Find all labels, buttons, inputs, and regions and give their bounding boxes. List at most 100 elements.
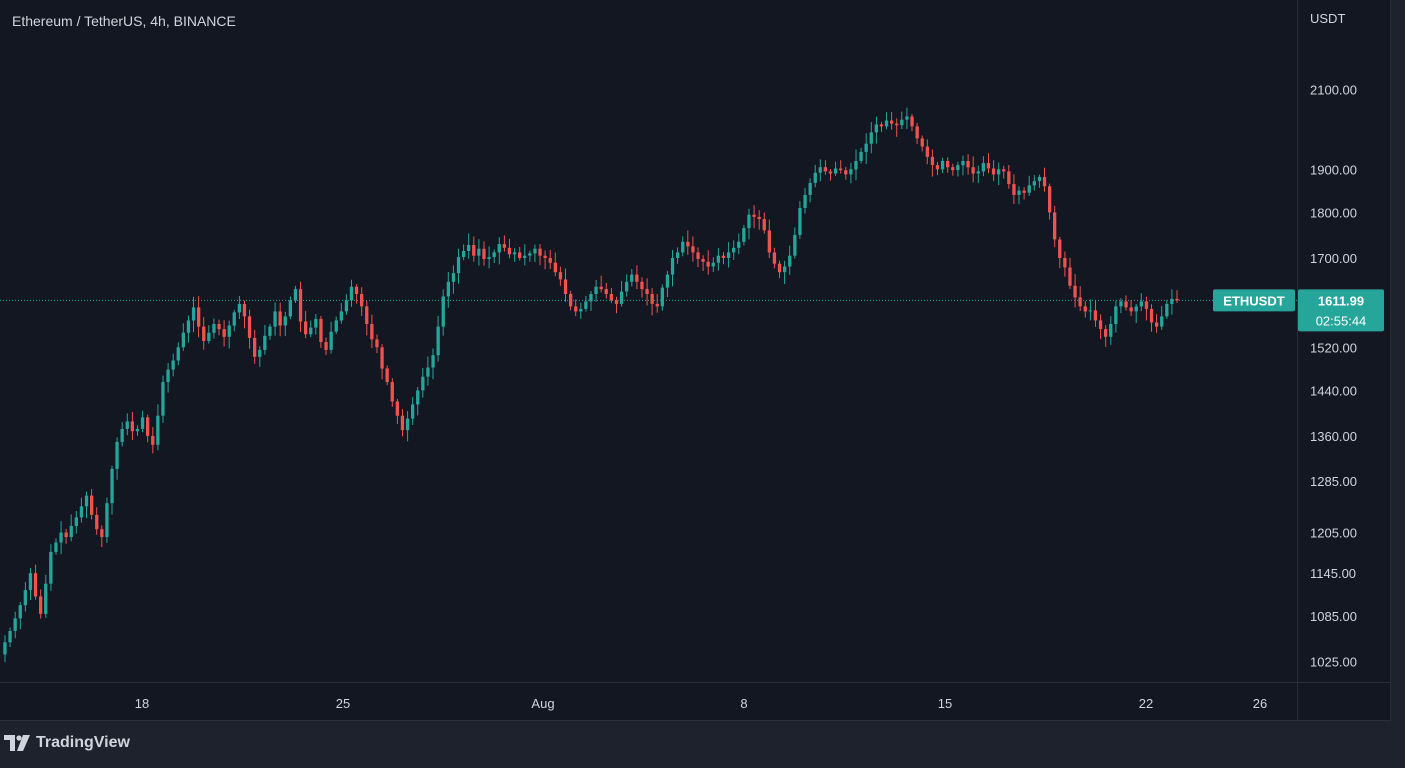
candle[interactable] (1058, 236, 1062, 268)
candle[interactable] (997, 162, 1001, 186)
candle[interactable] (13, 611, 17, 639)
candle[interactable] (395, 398, 399, 424)
candle[interactable] (385, 365, 389, 386)
candle[interactable] (426, 356, 430, 386)
candle[interactable] (589, 291, 593, 311)
candle[interactable] (227, 320, 231, 349)
candle[interactable] (298, 281, 303, 332)
candle[interactable] (890, 112, 894, 130)
candle[interactable] (619, 281, 624, 307)
candle[interactable] (1109, 316, 1113, 345)
candle[interactable] (74, 511, 78, 534)
candle[interactable] (630, 268, 634, 287)
candle[interactable] (151, 427, 155, 454)
candle[interactable] (319, 315, 323, 348)
candle[interactable] (451, 265, 456, 294)
candle[interactable] (400, 409, 405, 437)
candle[interactable] (625, 274, 629, 297)
candle[interactable] (813, 164, 817, 188)
candle[interactable] (1022, 187, 1026, 200)
candle[interactable] (1007, 165, 1011, 189)
candle[interactable] (462, 244, 466, 261)
candle[interactable] (288, 296, 292, 320)
candle[interactable] (538, 244, 542, 266)
candle[interactable] (54, 538, 58, 555)
candle[interactable] (354, 284, 359, 304)
candle[interactable] (1134, 303, 1138, 324)
candle[interactable] (681, 236, 685, 257)
candle[interactable] (726, 242, 731, 268)
candle[interactable] (849, 162, 853, 184)
candle[interactable] (278, 302, 282, 337)
candle[interactable] (1053, 205, 1057, 248)
candle[interactable] (64, 528, 68, 544)
candle[interactable] (691, 236, 695, 262)
candle[interactable] (1078, 286, 1082, 311)
candle[interactable] (309, 320, 313, 338)
candle[interactable] (105, 497, 109, 543)
candle[interactable] (798, 201, 802, 239)
candle[interactable] (339, 303, 343, 324)
candle[interactable] (1119, 298, 1123, 314)
candle[interactable] (981, 156, 985, 177)
candle[interactable] (202, 317, 206, 350)
candle[interactable] (217, 319, 221, 336)
candle[interactable] (436, 315, 440, 362)
candle[interactable] (1149, 304, 1154, 332)
candle[interactable] (497, 237, 501, 265)
candle[interactable] (859, 147, 863, 164)
candle[interactable] (818, 159, 822, 182)
candle[interactable] (752, 205, 756, 229)
candle[interactable] (701, 255, 705, 271)
candle[interactable] (1068, 257, 1072, 289)
candle[interactable] (237, 295, 241, 319)
candle[interactable] (905, 107, 909, 129)
candle[interactable] (956, 161, 960, 177)
candle[interactable] (100, 525, 104, 547)
candle[interactable] (512, 248, 517, 262)
candle[interactable] (140, 410, 145, 433)
candle[interactable] (293, 285, 298, 303)
candle[interactable] (431, 348, 435, 380)
candle[interactable] (788, 245, 792, 275)
candle[interactable] (609, 287, 613, 304)
candle[interactable] (1012, 174, 1016, 204)
candle[interactable] (502, 235, 506, 252)
candle[interactable] (329, 321, 333, 354)
candle[interactable] (823, 160, 827, 175)
candle[interactable] (895, 118, 899, 137)
candle[interactable] (253, 329, 257, 364)
candle[interactable] (416, 386, 420, 416)
candle[interactable] (935, 161, 940, 176)
candle[interactable] (1170, 289, 1174, 315)
candle[interactable] (676, 247, 680, 264)
candle[interactable] (518, 247, 522, 261)
candle[interactable] (1073, 274, 1077, 308)
candle[interactable] (635, 265, 639, 289)
candle[interactable] (951, 163, 955, 176)
candle[interactable] (900, 111, 904, 129)
candle[interactable] (1048, 183, 1052, 220)
candle[interactable] (135, 425, 140, 436)
candle[interactable] (879, 121, 884, 132)
candle[interactable] (523, 244, 527, 266)
candle[interactable] (39, 589, 43, 619)
candle[interactable] (344, 294, 349, 315)
candle[interactable] (584, 295, 588, 312)
candle[interactable] (711, 257, 715, 273)
candle[interactable] (543, 250, 547, 270)
candle[interactable] (569, 290, 573, 311)
candle[interactable] (854, 149, 858, 181)
candle[interactable] (130, 411, 134, 440)
candle[interactable] (614, 296, 619, 314)
candle[interactable] (971, 156, 975, 183)
candle[interactable] (487, 246, 491, 269)
candle[interactable] (181, 323, 185, 351)
candle[interactable] (1155, 314, 1159, 333)
candle[interactable] (640, 277, 644, 298)
candle[interactable] (146, 414, 150, 443)
candle[interactable] (1017, 186, 1021, 205)
candle[interactable] (869, 122, 873, 154)
